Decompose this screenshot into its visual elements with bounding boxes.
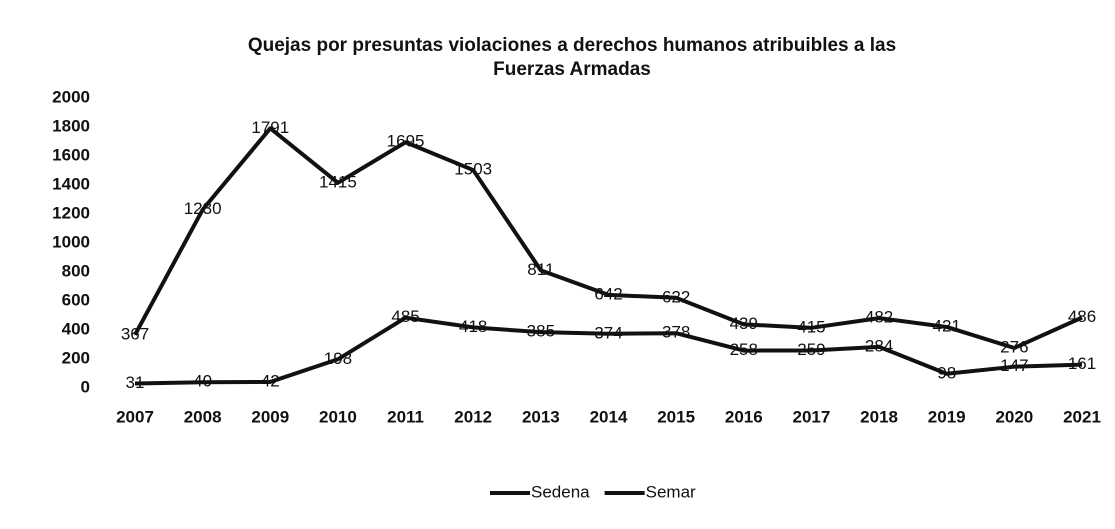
y-tick-label: 2000	[52, 87, 90, 106]
data-label: 31	[126, 373, 145, 392]
legend-label: Semar	[646, 482, 696, 501]
x-tick-label: 2015	[657, 407, 695, 426]
data-label: 367	[121, 324, 149, 343]
data-label: 418	[459, 317, 487, 336]
legend-label: Sedena	[531, 482, 590, 501]
data-label: 374	[594, 323, 622, 342]
data-label: 482	[865, 308, 893, 327]
x-tick-label: 2007	[116, 407, 154, 426]
x-tick-label: 2011	[387, 407, 424, 426]
data-label: 258	[730, 340, 758, 359]
data-label: 98	[937, 363, 956, 382]
data-label: 415	[797, 317, 825, 336]
y-tick-label: 1800	[52, 116, 90, 135]
data-label: 42	[261, 371, 280, 390]
y-tick-label: 1600	[52, 145, 90, 164]
chart-title: Quejas por presuntas violaciones a derec…	[248, 35, 896, 80]
x-tick-label: 2014	[590, 407, 628, 426]
x-tick-label: 2016	[725, 407, 763, 426]
y-tick-label: 200	[62, 348, 90, 367]
data-label: 1503	[454, 160, 492, 179]
data-label: 439	[730, 314, 758, 333]
y-tick-label: 1000	[52, 232, 90, 251]
y-tick-label: 600	[62, 290, 90, 309]
data-label: 1791	[251, 118, 289, 137]
data-label: 1415	[319, 172, 357, 191]
title-line: Quejas por presuntas violaciones a derec…	[248, 35, 896, 56]
title-line: Fuerzas Armadas	[493, 59, 651, 80]
y-tick-label: 0	[81, 377, 90, 396]
x-tick-label: 2017	[793, 407, 831, 426]
y-tick-label: 400	[62, 319, 90, 338]
x-tick-label: 2019	[928, 407, 966, 426]
y-tick-label: 1400	[52, 174, 90, 193]
data-label: 147	[1000, 356, 1028, 375]
data-label: 1695	[387, 132, 425, 151]
data-label: 1230	[184, 199, 222, 218]
data-label: 385	[527, 322, 555, 341]
x-tick-label: 2018	[860, 407, 898, 426]
y-tick-label: 1200	[52, 203, 90, 222]
x-tick-label: 2012	[454, 407, 492, 426]
data-label: 642	[594, 284, 622, 303]
x-tick-label: 2010	[319, 407, 357, 426]
data-label: 378	[662, 323, 690, 342]
data-label: 811	[527, 260, 554, 279]
data-label: 276	[1000, 337, 1028, 356]
x-tick-label: 2021	[1063, 407, 1101, 426]
data-label: 198	[324, 349, 352, 368]
series-line	[133, 126, 1083, 350]
y-tick-label: 800	[62, 261, 90, 280]
data-label: 421	[933, 316, 961, 335]
data-label: 259	[797, 340, 825, 359]
data-label: 40	[193, 372, 212, 391]
x-tick-label: 2020	[995, 407, 1033, 426]
x-tick-label: 2009	[251, 407, 289, 426]
data-label: 486	[1068, 307, 1096, 326]
data-label: 622	[662, 287, 690, 306]
data-label: 284	[865, 336, 893, 355]
data-label: 161	[1068, 354, 1096, 373]
x-tick-label: 2013	[522, 407, 560, 426]
series-line	[134, 315, 1083, 386]
data-label: 485	[391, 307, 419, 326]
x-tick-label: 2008	[184, 407, 222, 426]
